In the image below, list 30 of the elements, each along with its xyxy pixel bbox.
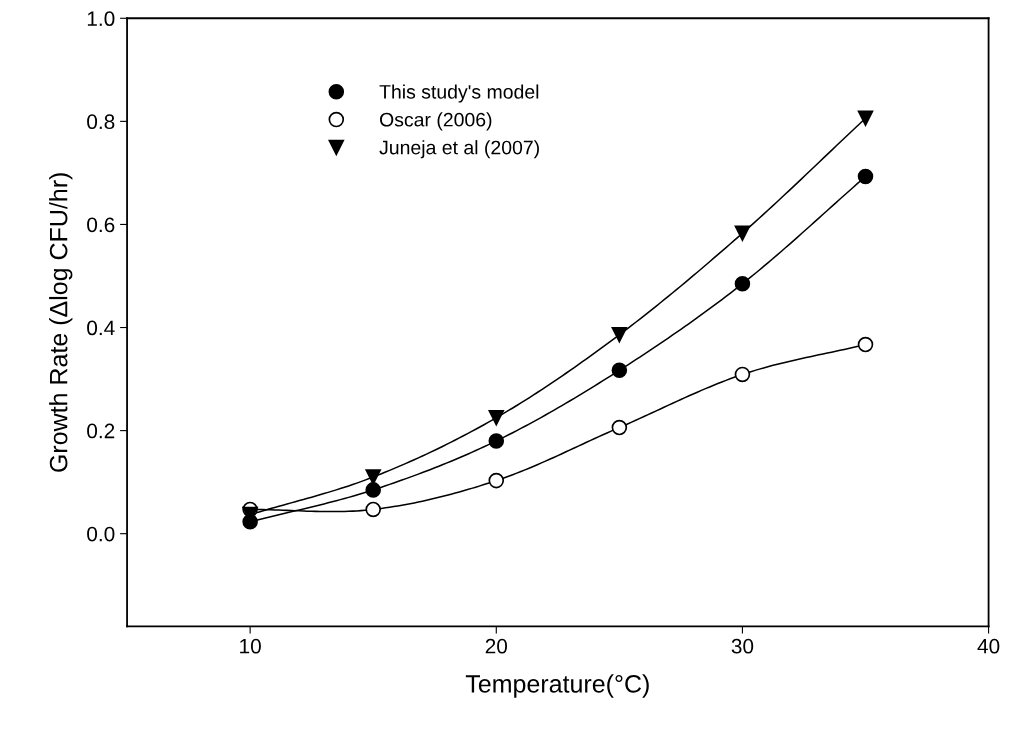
y-tick-label: 0.8: [87, 114, 115, 130]
y-tick-label: 0.0: [87, 526, 115, 542]
y-tick-label: 0.4: [87, 320, 115, 336]
x-tick-label: 20: [485, 638, 508, 654]
point: [857, 168, 874, 185]
x-axis-title: Temperature(°C): [465, 674, 649, 698]
point: [611, 362, 628, 379]
point: [488, 433, 505, 449]
y-axis-title: Growth Rate (Δlog CFU/hr): [49, 173, 73, 472]
point: [857, 336, 874, 353]
point: [734, 275, 751, 292]
y-tick-label: 1.0: [87, 11, 115, 27]
point: [365, 482, 381, 498]
point: [488, 409, 505, 426]
point: [611, 326, 628, 343]
legend-label: Juneja et al (2007): [379, 140, 539, 159]
point: [611, 419, 628, 436]
point: [857, 110, 874, 127]
legend-label: This study's model: [379, 84, 539, 103]
point: [488, 472, 505, 489]
y-tick-label: 0.2: [87, 423, 115, 439]
x-tick-label: 40: [977, 638, 1000, 654]
y-tick-label: 0.6: [87, 217, 115, 233]
point: [734, 225, 751, 241]
x-tick-label: 10: [240, 638, 261, 654]
point: [365, 501, 381, 518]
x-tick-label: 30: [731, 638, 754, 654]
point: [734, 366, 751, 383]
legend-label: Oscar (2006): [380, 112, 492, 131]
point: [365, 469, 381, 485]
